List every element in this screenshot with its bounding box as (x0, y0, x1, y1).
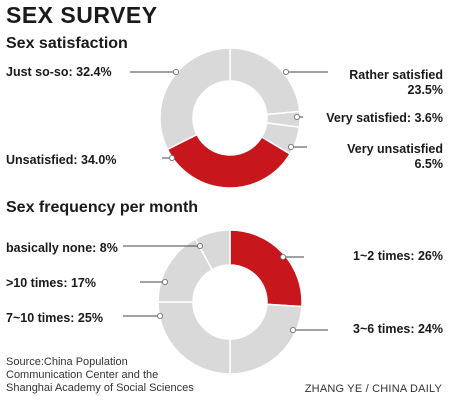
slice-rather-satisfied (229, 47, 301, 116)
slice-label-1-2-times: 1~2 times: 26% (353, 249, 443, 263)
source-line: Source:China Population (6, 356, 128, 368)
credit: ZHANG YE / CHINA DAILY (304, 383, 442, 395)
leader-dot-very-satisfied (293, 114, 300, 121)
slice-label-very-satisfied: Very satisfied: 3.6% (326, 111, 443, 125)
slice-1-2-times (229, 229, 303, 308)
slice-value-very-unsatisfied: 6.5% (414, 157, 444, 171)
slice-just-so-so (159, 47, 231, 151)
source-line: Shanghai Academy of Social Sciences (6, 382, 194, 394)
slice-basically-none (194, 229, 231, 271)
slice-label-more-than-10-times: >10 times: 17% (6, 276, 96, 290)
source-line: Communication Center and the (6, 369, 159, 381)
leader-dot-basically-none (196, 242, 203, 249)
page-title: SEX SURVEY (6, 2, 158, 28)
slice-unsatisfied (166, 133, 292, 189)
source-note: Source:China Population Communication Ce… (6, 356, 194, 395)
slice-value-rather-satisfied: 23.5% (407, 83, 443, 97)
leader-dot-rather-satisfied (282, 69, 289, 76)
leader-dot-very-unsatisfied (287, 143, 294, 150)
leader-dot-unsatisfied (168, 154, 175, 161)
leader-dot-7-10-times (156, 312, 163, 319)
slice-label-unsatisfied: Unsatisfied: 34.0% (6, 153, 117, 167)
slice-label-3-6-times: 3~6 times: 24% (353, 322, 443, 336)
slice-label-basically-none: basically none: 8% (6, 241, 118, 255)
slice-label-rather-satisfied: Rather satisfied (349, 68, 443, 82)
leader-dot-just-so-so (172, 69, 179, 76)
chart2-title: Sex frequency per month (6, 199, 199, 216)
leader-dot-1-2-times (279, 253, 286, 260)
slice-3-6-times (229, 303, 303, 375)
leader-dot-3-6-times (289, 326, 296, 333)
slice-label-very-unsatisfied: Very unsatisfied (347, 142, 443, 156)
chart1-title: Sex satisfaction (6, 35, 128, 52)
slice-label-just-so-so: Just so-so: 32.4% (6, 65, 112, 79)
leader-dot-10-times (161, 278, 168, 285)
slice-label-7-10-times: 7~10 times: 25% (6, 311, 103, 325)
